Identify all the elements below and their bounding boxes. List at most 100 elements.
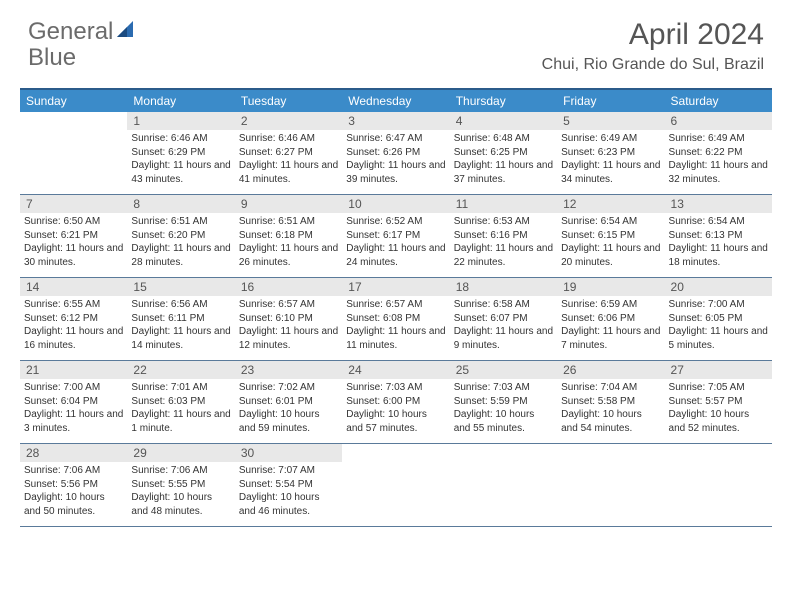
weekday-friday: Friday <box>557 90 664 112</box>
day-body: Sunrise: 7:00 AMSunset: 6:04 PMDaylight:… <box>20 379 127 439</box>
day-number: 7 <box>20 195 127 213</box>
day-cell: 12Sunrise: 6:54 AMSunset: 6:15 PMDayligh… <box>557 195 664 277</box>
day-body: Sunrise: 6:46 AMSunset: 6:29 PMDaylight:… <box>127 130 234 190</box>
day-body: Sunrise: 6:56 AMSunset: 6:11 PMDaylight:… <box>127 296 234 356</box>
day-body: Sunrise: 7:02 AMSunset: 6:01 PMDaylight:… <box>235 379 342 439</box>
day-number: 22 <box>127 361 234 379</box>
empty-cell <box>342 444 449 526</box>
sunset-line: Sunset: 6:12 PM <box>24 312 123 326</box>
day-number: 1 <box>127 112 234 130</box>
daylight-line: Daylight: 11 hours and 16 minutes. <box>24 325 123 352</box>
daylight-line: Daylight: 11 hours and 30 minutes. <box>24 242 123 269</box>
day-body: Sunrise: 6:54 AMSunset: 6:13 PMDaylight:… <box>665 213 772 273</box>
day-number: 15 <box>127 278 234 296</box>
sunset-line: Sunset: 5:58 PM <box>561 395 660 409</box>
day-cell: 9Sunrise: 6:51 AMSunset: 6:18 PMDaylight… <box>235 195 342 277</box>
sunset-line: Sunset: 5:57 PM <box>669 395 768 409</box>
sunset-line: Sunset: 6:01 PM <box>239 395 338 409</box>
sunrise-line: Sunrise: 6:56 AM <box>131 298 230 312</box>
sunrise-line: Sunrise: 6:50 AM <box>24 215 123 229</box>
daylight-line: Daylight: 10 hours and 54 minutes. <box>561 408 660 435</box>
week-row: 1Sunrise: 6:46 AMSunset: 6:29 PMDaylight… <box>20 112 772 195</box>
day-cell: 22Sunrise: 7:01 AMSunset: 6:03 PMDayligh… <box>127 361 234 443</box>
day-number: 29 <box>127 444 234 462</box>
day-cell: 4Sunrise: 6:48 AMSunset: 6:25 PMDaylight… <box>450 112 557 194</box>
week-row: 7Sunrise: 6:50 AMSunset: 6:21 PMDaylight… <box>20 195 772 278</box>
sunrise-line: Sunrise: 7:00 AM <box>24 381 123 395</box>
sunset-line: Sunset: 6:13 PM <box>669 229 768 243</box>
day-body: Sunrise: 7:03 AMSunset: 5:59 PMDaylight:… <box>450 379 557 439</box>
day-cell: 19Sunrise: 6:59 AMSunset: 6:06 PMDayligh… <box>557 278 664 360</box>
day-body: Sunrise: 6:49 AMSunset: 6:22 PMDaylight:… <box>665 130 772 190</box>
daylight-line: Daylight: 11 hours and 14 minutes. <box>131 325 230 352</box>
day-number: 8 <box>127 195 234 213</box>
week-row: 21Sunrise: 7:00 AMSunset: 6:04 PMDayligh… <box>20 361 772 444</box>
day-cell: 25Sunrise: 7:03 AMSunset: 5:59 PMDayligh… <box>450 361 557 443</box>
sunrise-line: Sunrise: 6:52 AM <box>346 215 445 229</box>
day-cell: 24Sunrise: 7:03 AMSunset: 6:00 PMDayligh… <box>342 361 449 443</box>
logo: General <box>28 18 138 46</box>
day-cell: 27Sunrise: 7:05 AMSunset: 5:57 PMDayligh… <box>665 361 772 443</box>
daylight-line: Daylight: 11 hours and 20 minutes. <box>561 242 660 269</box>
day-cell: 10Sunrise: 6:52 AMSunset: 6:17 PMDayligh… <box>342 195 449 277</box>
day-cell: 20Sunrise: 7:00 AMSunset: 6:05 PMDayligh… <box>665 278 772 360</box>
weekday-wednesday: Wednesday <box>342 90 449 112</box>
weekday-thursday: Thursday <box>450 90 557 112</box>
day-number: 24 <box>342 361 449 379</box>
daylight-line: Daylight: 11 hours and 39 minutes. <box>346 159 445 186</box>
daylight-line: Daylight: 11 hours and 32 minutes. <box>669 159 768 186</box>
sunrise-line: Sunrise: 7:03 AM <box>454 381 553 395</box>
day-body: Sunrise: 6:58 AMSunset: 6:07 PMDaylight:… <box>450 296 557 356</box>
sunset-line: Sunset: 5:55 PM <box>131 478 230 492</box>
daylight-line: Daylight: 10 hours and 57 minutes. <box>346 408 445 435</box>
day-body: Sunrise: 6:53 AMSunset: 6:16 PMDaylight:… <box>450 213 557 273</box>
sunset-line: Sunset: 6:22 PM <box>669 146 768 160</box>
day-cell: 8Sunrise: 6:51 AMSunset: 6:20 PMDaylight… <box>127 195 234 277</box>
daylight-line: Daylight: 11 hours and 24 minutes. <box>346 242 445 269</box>
day-number: 5 <box>557 112 664 130</box>
day-number: 11 <box>450 195 557 213</box>
day-cell: 23Sunrise: 7:02 AMSunset: 6:01 PMDayligh… <box>235 361 342 443</box>
sunset-line: Sunset: 6:29 PM <box>131 146 230 160</box>
daylight-line: Daylight: 11 hours and 41 minutes. <box>239 159 338 186</box>
sunrise-line: Sunrise: 7:02 AM <box>239 381 338 395</box>
sunset-line: Sunset: 6:00 PM <box>346 395 445 409</box>
day-body: Sunrise: 6:51 AMSunset: 6:18 PMDaylight:… <box>235 213 342 273</box>
day-number: 26 <box>557 361 664 379</box>
weekday-row: SundayMondayTuesdayWednesdayThursdayFrid… <box>20 90 772 112</box>
day-body: Sunrise: 6:49 AMSunset: 6:23 PMDaylight:… <box>557 130 664 190</box>
sunrise-line: Sunrise: 6:48 AM <box>454 132 553 146</box>
day-number: 12 <box>557 195 664 213</box>
sunrise-line: Sunrise: 7:01 AM <box>131 381 230 395</box>
sunset-line: Sunset: 6:11 PM <box>131 312 230 326</box>
sunrise-line: Sunrise: 6:49 AM <box>561 132 660 146</box>
day-body: Sunrise: 6:47 AMSunset: 6:26 PMDaylight:… <box>342 130 449 190</box>
sunset-line: Sunset: 6:08 PM <box>346 312 445 326</box>
daylight-line: Daylight: 11 hours and 28 minutes. <box>131 242 230 269</box>
sunset-line: Sunset: 5:59 PM <box>454 395 553 409</box>
daylight-line: Daylight: 10 hours and 52 minutes. <box>669 408 768 435</box>
day-body: Sunrise: 6:52 AMSunset: 6:17 PMDaylight:… <box>342 213 449 273</box>
day-cell: 14Sunrise: 6:55 AMSunset: 6:12 PMDayligh… <box>20 278 127 360</box>
daylight-line: Daylight: 11 hours and 9 minutes. <box>454 325 553 352</box>
sunrise-line: Sunrise: 6:57 AM <box>346 298 445 312</box>
daylight-line: Daylight: 11 hours and 26 minutes. <box>239 242 338 269</box>
day-number: 17 <box>342 278 449 296</box>
logo-text-blue: Blue <box>28 44 76 72</box>
sunset-line: Sunset: 6:10 PM <box>239 312 338 326</box>
weekday-monday: Monday <box>127 90 234 112</box>
location: Chui, Rio Grande do Sul, Brazil <box>542 56 764 74</box>
daylight-line: Daylight: 11 hours and 34 minutes. <box>561 159 660 186</box>
day-number: 30 <box>235 444 342 462</box>
sunrise-line: Sunrise: 6:54 AM <box>669 215 768 229</box>
sunrise-line: Sunrise: 7:04 AM <box>561 381 660 395</box>
day-number: 10 <box>342 195 449 213</box>
logo-text-general: General <box>28 18 113 46</box>
day-body: Sunrise: 6:57 AMSunset: 6:08 PMDaylight:… <box>342 296 449 356</box>
daylight-line: Daylight: 11 hours and 7 minutes. <box>561 325 660 352</box>
sunset-line: Sunset: 6:20 PM <box>131 229 230 243</box>
day-number: 16 <box>235 278 342 296</box>
day-body: Sunrise: 7:00 AMSunset: 6:05 PMDaylight:… <box>665 296 772 356</box>
sunset-line: Sunset: 6:15 PM <box>561 229 660 243</box>
sunrise-line: Sunrise: 7:07 AM <box>239 464 338 478</box>
